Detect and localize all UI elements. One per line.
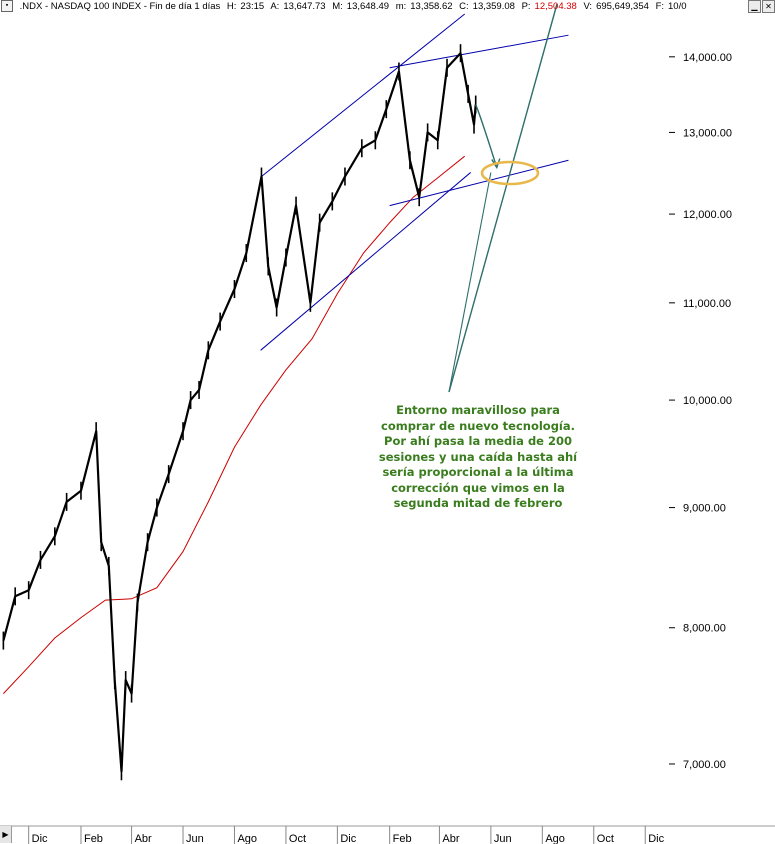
- x-tick-label: Jun: [494, 833, 512, 844]
- up-arrow: [448, 3, 558, 393]
- v-value: 695,649,354: [596, 1, 649, 12]
- x-axis: Dic Feb Abr Jun Ago Oct Dic Feb Abr Jun Ago Oct Dic: [0, 825, 775, 844]
- annotation-note: Entorno maravilloso para comprar de nuev…: [372, 403, 584, 512]
- note-line: sería proporcional a la última: [382, 465, 574, 479]
- channel-line: [261, 13, 466, 177]
- note-line: Por ahí pasa la media de 200: [384, 434, 572, 448]
- m-value: 13,648.49: [346, 1, 390, 12]
- note-line: corrección que vimos en la: [391, 480, 565, 495]
- x-tick-label: Dic: [340, 833, 356, 844]
- a-label: A:: [270, 1, 280, 12]
- ma200-layer: [3, 155, 466, 694]
- v-label: V:: [583, 1, 593, 12]
- channel-line: [260, 172, 471, 351]
- x-tick-label: Ago: [237, 833, 257, 844]
- p-label: P:: [521, 1, 531, 12]
- note-line: segunda mitad de febrero: [393, 496, 563, 510]
- x-tick-label: Feb: [84, 833, 103, 844]
- ma200-line: [3, 155, 466, 694]
- min-label: m:: [395, 1, 407, 12]
- x-tick-label: Dic: [648, 833, 664, 844]
- down-arrow: [475, 104, 498, 168]
- pointer-line: [448, 172, 492, 393]
- y-tick-label: 13,000.00: [683, 127, 732, 139]
- close-icon[interactable]: ✕: [762, 0, 775, 13]
- price-layer: [2, 44, 477, 781]
- x-tick-label: Feb: [393, 833, 412, 844]
- a-value: 13,647.73: [283, 1, 326, 12]
- x-tick-label: Oct: [289, 833, 306, 844]
- y-tick-label: 11,000.00: [683, 298, 731, 310]
- h-label: H:: [226, 1, 237, 12]
- min-value: 13,358.62: [410, 1, 453, 12]
- highlight-ellipse: [480, 160, 540, 186]
- y-axis: 7,000.00 8,000.00 9,000.00 10,000.00 11,000.…: [669, 52, 732, 771]
- projection-arrows-layer: [448, 3, 558, 393]
- y-tick-label: 7,000.00: [683, 759, 726, 771]
- minimize-icon[interactable]: ▁: [748, 0, 761, 13]
- y-tick-label: 8,000.00: [683, 623, 726, 635]
- channel-line: [389, 34, 569, 69]
- x-tick-label: Dic: [32, 833, 48, 844]
- y-tick-label: 12,000.00: [683, 209, 732, 221]
- note-line: comprar de nuevo tecnología.: [381, 418, 575, 433]
- menu-icon[interactable]: ▪: [1, 0, 13, 13]
- m-label: M:: [332, 1, 343, 12]
- f-value: 10/0: [668, 1, 687, 12]
- note-line: Entorno maravilloso para: [396, 403, 560, 417]
- y-tick-label: 14,000.00: [683, 52, 732, 64]
- f-label: F:: [655, 1, 665, 12]
- window-buttons: ▁ ✕: [747, 0, 775, 13]
- x-tick-label: Abr: [135, 833, 152, 844]
- x-tick-label: Oct: [597, 833, 614, 844]
- x-tick-label: Jun: [186, 833, 204, 844]
- down-arrow-head: [491, 158, 501, 170]
- y-tick-label: 10,000.00: [683, 395, 732, 407]
- symbol-title: .NDX - NASDAQ 100 INDEX - Fin de día 1 d…: [19, 1, 221, 12]
- c-value: 13,359.08: [472, 1, 515, 12]
- y-tick-label: 9,000.00: [683, 503, 726, 515]
- c-label: C:: [459, 1, 469, 12]
- x-tick-label: Ago: [545, 833, 565, 844]
- scroll-left-icon[interactable]: ▶: [0, 826, 12, 843]
- chart-header: ▪ .NDX - NASDAQ 100 INDEX - Fin de día 1…: [0, 0, 775, 14]
- x-tick-label: Abr: [442, 833, 459, 844]
- h-value: 23:15: [240, 1, 265, 12]
- p-value: 12,504.38: [534, 1, 577, 12]
- note-line: sesiones y una caída hasta ahí: [378, 449, 578, 464]
